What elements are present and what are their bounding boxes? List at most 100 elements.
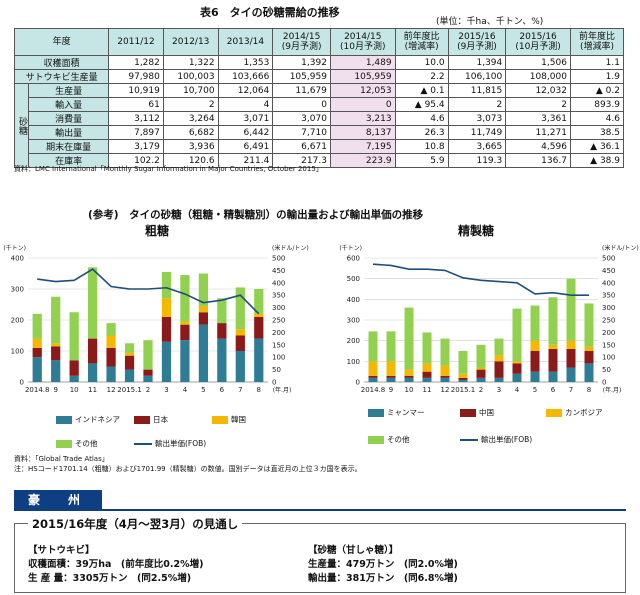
region-divider: [14, 509, 626, 511]
table-header-cell: 2014/15 (10月予測): [329, 28, 396, 56]
x-tick-label: 11: [88, 386, 97, 394]
x-tick-label: 2014.8: [361, 386, 386, 394]
bar-segment: [143, 340, 153, 370]
bar-segment: [530, 305, 540, 341]
table-cell: 3,361: [505, 111, 571, 126]
row-label: 消費量: [27, 111, 110, 126]
y-right-tick-label: 450: [272, 267, 285, 275]
bar-segment: [566, 278, 576, 341]
bar-segment: [584, 346, 594, 351]
table-cell: 6,442: [217, 125, 274, 140]
table-cell: 10.8: [394, 139, 449, 154]
table-header-cell: 2015/16 (10月予測): [505, 28, 571, 56]
bar-segment: [124, 369, 135, 382]
legend-item: ミャンマー: [368, 407, 425, 418]
bar-segment: [512, 373, 522, 382]
table-unit: (単位：千ha、千トン、%): [436, 17, 544, 27]
bar-segment: [458, 379, 468, 382]
table-cell: 105,959: [329, 69, 396, 84]
bar-segment: [440, 375, 450, 378]
y-right-tick-label: 0: [272, 379, 276, 387]
sugar-group-label: 砂糖: [14, 83, 29, 168]
table-cell: 1,506: [505, 55, 571, 70]
legend-label: 日本: [153, 415, 168, 424]
legend-swatch: [56, 415, 72, 424]
bar-segment: [440, 338, 450, 366]
bar-segment: [368, 377, 378, 382]
table-cell: 12,053: [329, 83, 396, 98]
bar-segment: [404, 307, 414, 370]
table-cell: 6,491: [217, 139, 274, 154]
table-cell: 106,100: [447, 69, 507, 84]
bar-segment: [88, 338, 98, 364]
x-tick-label: 2014.8: [25, 386, 50, 394]
table-cell: 97,980: [108, 69, 164, 84]
table-row: 収穫面積 1,282 1,322 1,353 1,392 1,489 10.0 1,394 1,…: [13, 55, 625, 70]
table-cell: 11,815: [447, 83, 507, 98]
table-cell: 3,665: [447, 139, 507, 154]
y-right-tick-label: 150: [602, 341, 615, 349]
legend-item: 韓国: [212, 414, 246, 425]
x-tick-label: 11: [423, 386, 432, 394]
bar-segment: [143, 375, 153, 382]
table-row: 在庫率 102.2 120.6 211.4 217.3 223.9 5.9 119.3 136.…: [15, 153, 625, 168]
x-tick-label: 7: [569, 386, 573, 394]
x-tick-label: 6: [551, 386, 556, 394]
legend-swatch: [368, 435, 384, 444]
table-cell: 1.9: [569, 69, 625, 84]
table-cell: 211.4: [217, 153, 274, 168]
legend-item: カンボジア: [546, 407, 603, 418]
bar-segment: [494, 338, 504, 356]
x-tick-label: 4: [183, 386, 188, 394]
sugar-production: 生産量：479万トン (同2.0%増): [308, 559, 458, 570]
y-right-tick-label: 500: [602, 255, 615, 263]
y-right-tick-label: 150: [272, 341, 285, 349]
legend-label: その他: [387, 435, 410, 444]
x-tick-label: 9: [389, 386, 393, 394]
table-cell: 7,710: [272, 125, 331, 140]
legend-item: インドネシア: [56, 414, 120, 425]
table-cell: 1,394: [447, 55, 507, 70]
bar-segment: [404, 375, 414, 378]
bar-segment: [235, 351, 245, 382]
bar-segment: [530, 351, 540, 372]
x-tick-label: 10: [70, 386, 79, 394]
bar-segment: [440, 377, 450, 382]
table-cell: 1,282: [108, 55, 164, 70]
table-cell: 1.1: [569, 55, 625, 70]
bar-segment: [440, 365, 450, 376]
y-right-tick-label: 350: [272, 292, 285, 300]
bar-segment: [180, 340, 190, 382]
bar-segment: [69, 312, 79, 361]
table-cell: 4.6: [394, 111, 449, 126]
bar-segment: [198, 273, 208, 307]
y-right-tick-label: 450: [602, 267, 615, 275]
table-cell: 6,671: [272, 139, 331, 154]
bar-segment: [548, 344, 558, 349]
outlook-box: [14, 523, 626, 593]
x-tick-label: 2015.1: [451, 386, 476, 394]
bar-segment: [422, 332, 432, 364]
bar-segment: [51, 360, 61, 382]
table-title: 表6 タイの砂糖需給の推移: [200, 6, 340, 19]
table-cell: 1,489: [329, 55, 396, 70]
bar-segment: [476, 369, 486, 378]
legend-item: 輸出単価(FOB): [460, 434, 532, 445]
bar-segment: [180, 321, 190, 325]
legend-label: 中国: [479, 408, 494, 417]
table-cell: 11,679: [272, 83, 331, 98]
legend-label: インドネシア: [75, 415, 120, 424]
table-cell: ▲ 0.2: [569, 83, 625, 98]
legend-swatch: [212, 415, 228, 424]
bar-segment: [512, 361, 522, 364]
y-left-tick-label: 200: [347, 337, 360, 345]
table-header-cell: 前年度比 (増減率): [569, 28, 625, 56]
bar-segment: [458, 351, 468, 374]
sugarcane-heading: 【サトウキビ】: [28, 545, 95, 556]
bar-segment: [368, 331, 378, 362]
bar-segment: [494, 377, 504, 382]
bar-segment: [458, 373, 468, 378]
table-cell: 3,070: [272, 111, 331, 126]
bar-segment: [69, 375, 79, 382]
bar-segment: [161, 316, 172, 342]
